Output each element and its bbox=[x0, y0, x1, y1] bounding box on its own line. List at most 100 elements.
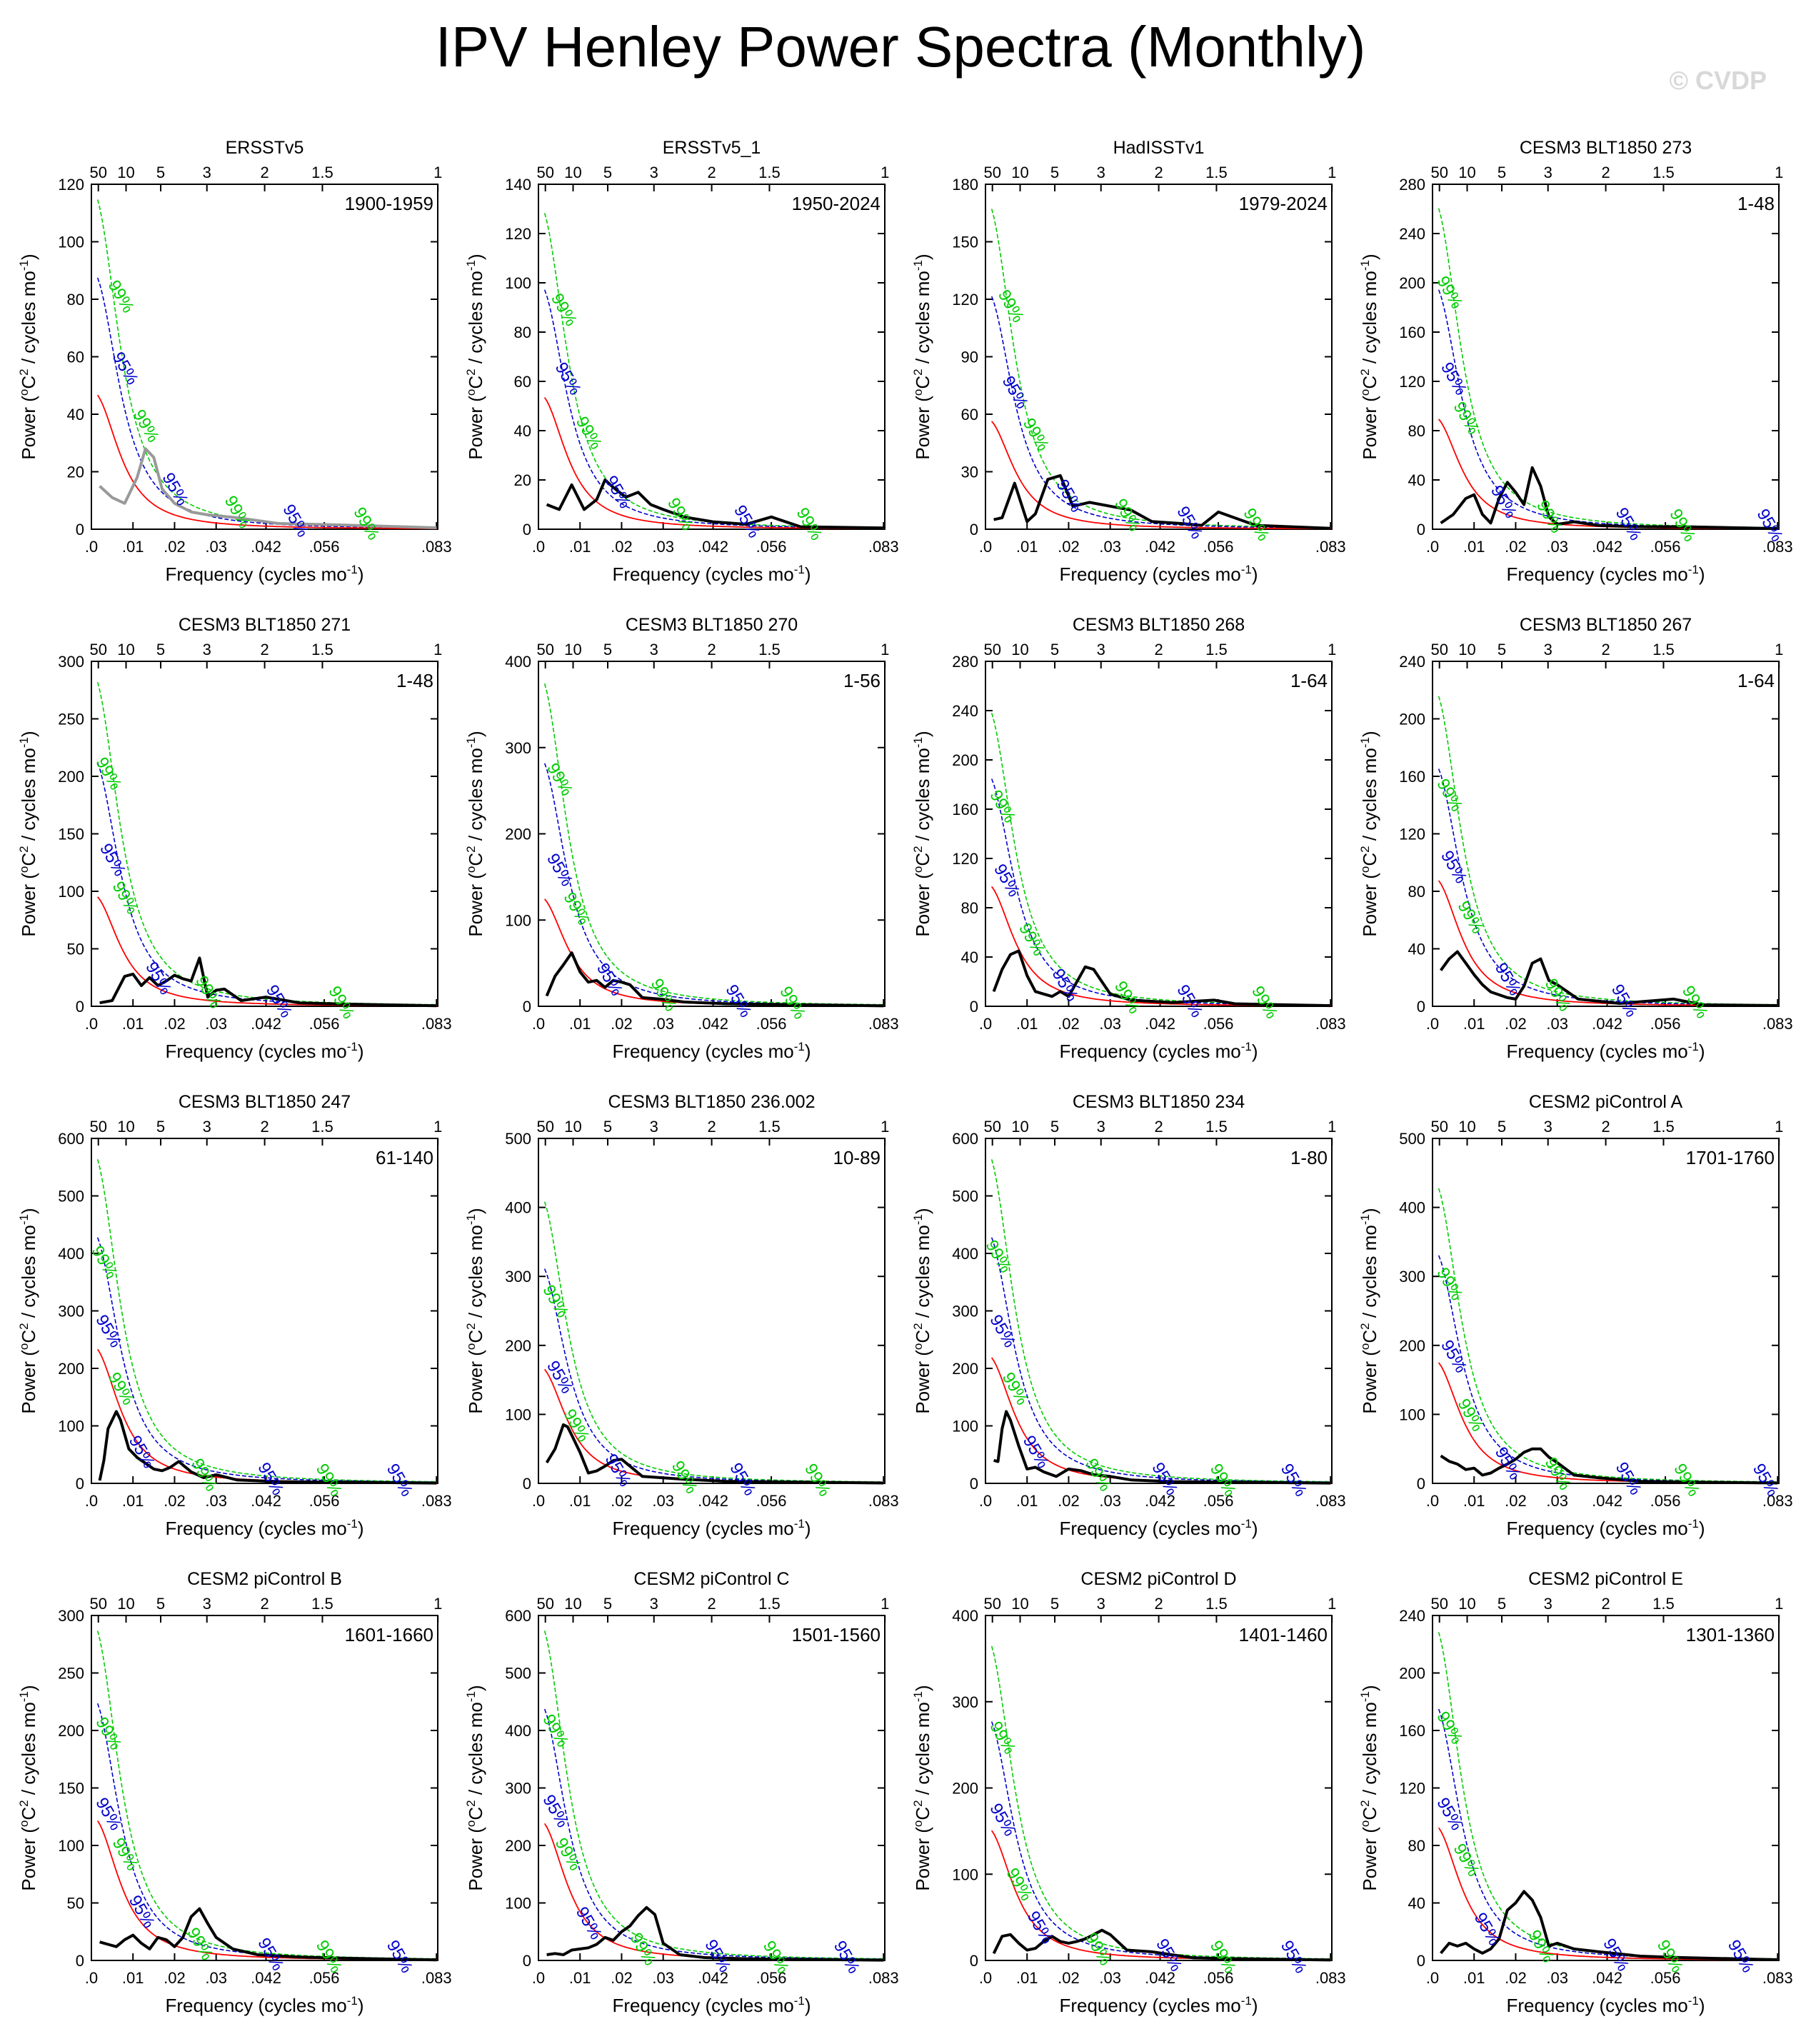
panel-title: CESM3 BLT1850 268 bbox=[1073, 615, 1245, 635]
period-label: 1-48 bbox=[396, 670, 433, 691]
y-tick-label: 100 bbox=[58, 883, 84, 901]
sig99-curve bbox=[1439, 1632, 1778, 1958]
sig-label: 95% bbox=[383, 1937, 416, 1976]
y-tick-label: 200 bbox=[58, 768, 84, 786]
sig95-curve bbox=[1439, 1256, 1778, 1483]
x-tick-label: .0 bbox=[979, 538, 992, 556]
period-tick-label: 5 bbox=[1050, 641, 1059, 658]
y-tick-label: 60 bbox=[67, 349, 84, 366]
x-axis-title-end: ) bbox=[1699, 563, 1705, 585]
panel-title: CESM3 BLT1850 267 bbox=[1520, 615, 1692, 635]
sig-label: 95% bbox=[538, 1791, 572, 1830]
y-tick-label: 300 bbox=[505, 1780, 531, 1798]
period-tick-label: 3 bbox=[650, 1595, 658, 1613]
y-axis-title-part: / cycles mo bbox=[465, 1702, 486, 1800]
sig99-curve bbox=[992, 209, 1331, 528]
x-tick-label: .03 bbox=[1546, 1492, 1568, 1510]
x-tick-label: .056 bbox=[1650, 1015, 1681, 1033]
period-tick-label: 3 bbox=[650, 164, 658, 181]
y-axis-title-part: Power ( bbox=[1359, 1827, 1380, 1891]
red-noise-curve bbox=[1439, 419, 1778, 528]
x-axis-title-end: ) bbox=[1699, 1041, 1705, 1062]
period-label: 61-140 bbox=[376, 1147, 433, 1168]
x-axis-title: Frequency (cycles mo-1) bbox=[1506, 1040, 1705, 1062]
x-tick-label: .083 bbox=[421, 1969, 452, 1987]
y-tick-label: 400 bbox=[505, 653, 531, 671]
x-tick-label: .02 bbox=[1505, 1015, 1527, 1033]
x-axis-title-sup: -1 bbox=[347, 1040, 358, 1053]
y-tick-label: 400 bbox=[505, 1722, 531, 1740]
x-axis-title-end: ) bbox=[805, 563, 811, 585]
y-tick-label: 80 bbox=[1408, 1837, 1425, 1855]
sig-label: 95% bbox=[572, 1903, 606, 1943]
plot-frame bbox=[91, 661, 438, 1006]
period-label: 1401-1460 bbox=[1239, 1624, 1328, 1645]
x-tick-label: .0 bbox=[532, 1492, 545, 1510]
y-axis-title-part: 2 bbox=[17, 369, 31, 375]
x-axis-title: Frequency (cycles mo-1) bbox=[612, 1040, 811, 1062]
y-axis-title-part: ) bbox=[1359, 1208, 1380, 1214]
spectrum-chart: CESM3 BLT1850 2681-64.0.01.02.03.042.056… bbox=[905, 613, 1353, 1090]
y-tick-label: 80 bbox=[67, 291, 84, 309]
x-tick-label: .0 bbox=[532, 1969, 545, 1987]
y-tick-label: 160 bbox=[1399, 1722, 1425, 1740]
x-axis-title-sup: -1 bbox=[1688, 1040, 1699, 1053]
period-tick-label: 10 bbox=[117, 641, 134, 658]
y-tick-label: 30 bbox=[961, 464, 978, 481]
y-axis-title-part: / cycles mo bbox=[1359, 271, 1380, 369]
spectrum-chart: CESM3 BLT1850 24761-140.0.01.02.03.042.0… bbox=[11, 1090, 459, 1567]
sig-label: 95% bbox=[1724, 1937, 1757, 1976]
y-tick-label: 300 bbox=[952, 1303, 978, 1321]
y-tick-label: 40 bbox=[1408, 1895, 1425, 1913]
panel-title: CESM2 piControl E bbox=[1528, 1569, 1683, 1589]
sig-label: 99% bbox=[994, 286, 1028, 326]
period-label: 10-89 bbox=[833, 1147, 881, 1168]
x-tick-label: .042 bbox=[1592, 538, 1622, 556]
y-axis-title-part: Power ( bbox=[912, 1350, 933, 1414]
panel-title: CESM2 piControl A bbox=[1529, 1092, 1683, 1112]
y-axis-title-part: 2 bbox=[911, 369, 925, 375]
red-noise-curve bbox=[1439, 1363, 1778, 1483]
sig-label: 99% bbox=[1248, 983, 1281, 1022]
period-label: 1-48 bbox=[1737, 193, 1775, 214]
x-axis-title-end: ) bbox=[358, 563, 364, 585]
x-axis-title: Frequency (cycles mo-1) bbox=[612, 563, 811, 585]
period-tick-label: 1 bbox=[433, 1595, 442, 1613]
period-tick-label: 1 bbox=[1328, 164, 1336, 181]
period-label: 1900-1959 bbox=[345, 193, 433, 214]
y-axis-title-part: 2 bbox=[17, 1323, 31, 1329]
y-tick-label: 120 bbox=[1399, 826, 1425, 843]
sig99-curve bbox=[545, 1202, 884, 1482]
sig99-curve bbox=[992, 713, 1331, 1005]
sig-label: 99% bbox=[998, 1369, 1032, 1408]
period-tick-label: 2 bbox=[707, 1118, 716, 1136]
sig-label: 99% bbox=[981, 1237, 1015, 1276]
x-tick-label: .042 bbox=[251, 1015, 281, 1033]
y-axis-title: Power (oC2 / cycles mo-1) bbox=[464, 1208, 486, 1413]
x-axis-title-sup: -1 bbox=[1241, 563, 1252, 576]
x-tick-label: .01 bbox=[1016, 538, 1038, 556]
y-axis-title-part: Power ( bbox=[465, 1350, 486, 1414]
y-axis-title-part: ) bbox=[465, 1208, 486, 1214]
y-tick-label: 250 bbox=[58, 1665, 84, 1683]
y-tick-label: 280 bbox=[952, 653, 978, 671]
sig-label: 95% bbox=[1437, 848, 1470, 887]
spectrum-line bbox=[994, 476, 1331, 528]
spectrum-chart: CESM2 piControl E1301-1360.0.01.02.03.04… bbox=[1352, 1567, 1800, 2044]
y-tick-label: 40 bbox=[1408, 941, 1425, 958]
spectrum-chart: CESM2 piControl D1401-1460.0.01.02.03.04… bbox=[905, 1567, 1353, 2044]
y-tick-label: 600 bbox=[58, 1130, 84, 1148]
spectrum-chart: CESM2 piControl B1601-1660.0.01.02.03.04… bbox=[11, 1567, 459, 2044]
x-tick-label: .01 bbox=[1016, 1492, 1038, 1510]
y-axis-title: Power (oC2 / cycles mo-1) bbox=[911, 1685, 933, 1890]
x-tick-label: .02 bbox=[1505, 1969, 1527, 1987]
y-tick-label: 0 bbox=[76, 1952, 84, 1970]
y-tick-label: 100 bbox=[505, 1895, 531, 1913]
period-tick-label: 10 bbox=[564, 1118, 581, 1136]
x-tick-label: .01 bbox=[1016, 1969, 1038, 1987]
y-axis-title-part: -1 bbox=[911, 260, 925, 271]
